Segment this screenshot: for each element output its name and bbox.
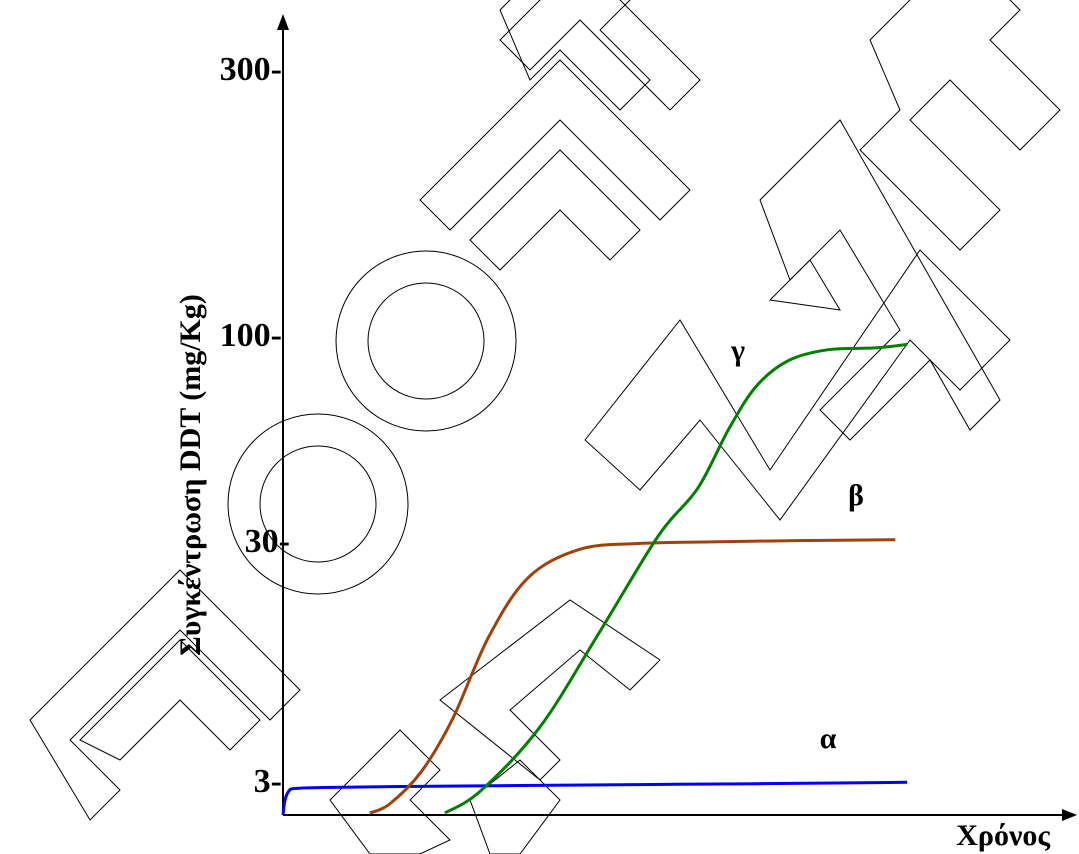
watermark-letter-p-inner	[79, 639, 261, 761]
watermark	[29, 0, 1061, 854]
watermark-ring-inner-1	[367, 282, 485, 400]
watermark-ring-outer-2	[227, 413, 409, 595]
series-label-gamma: γ	[730, 334, 745, 367]
watermark-letter-o-lower	[469, 759, 561, 854]
watermark-letter-a-inner	[768, 259, 841, 311]
axes	[277, 14, 1077, 821]
watermark-letter-i	[419, 59, 691, 231]
watermark-letter-e	[499, 0, 651, 111]
watermark-letter-p	[29, 569, 301, 821]
y-tick-label-100: 100-	[220, 317, 282, 354]
x-axis-label: Χρόνος	[956, 819, 1050, 852]
watermark-letter-a-lower	[439, 599, 661, 781]
y-tick-label-3: 3-	[254, 763, 282, 800]
y-tick-label-30: 30-	[245, 523, 290, 560]
series-line-gamma	[444, 342, 908, 815]
watermark-letter-top	[499, 0, 701, 111]
series-labels: α β γ	[730, 334, 864, 755]
watermark-letter-a	[759, 119, 1001, 441]
watermark-letter-k	[859, 0, 1061, 251]
series-lines	[281, 342, 908, 816]
series-label-alpha: α	[820, 722, 837, 755]
watermark-letter-e-lower	[329, 729, 451, 854]
watermark-letter-i-inner	[469, 149, 641, 271]
series-line-beta	[369, 538, 896, 815]
y-tick-label-300: 300-	[220, 51, 282, 88]
x-axis-arrow	[1062, 809, 1077, 821]
watermark-ring-outer-1	[335, 250, 517, 432]
watermark-letter-m	[584, 249, 1011, 521]
y-axis-label: Συγκέντρωση DDT (mg/Kg)	[174, 294, 207, 656]
y-tick-labels: 3- 30- 100- 300-	[220, 51, 290, 800]
watermark-ring-inner-2	[259, 445, 377, 563]
y-axis-arrow	[277, 14, 289, 30]
series-line-alpha	[281, 780, 908, 816]
series-label-beta: β	[848, 479, 864, 512]
